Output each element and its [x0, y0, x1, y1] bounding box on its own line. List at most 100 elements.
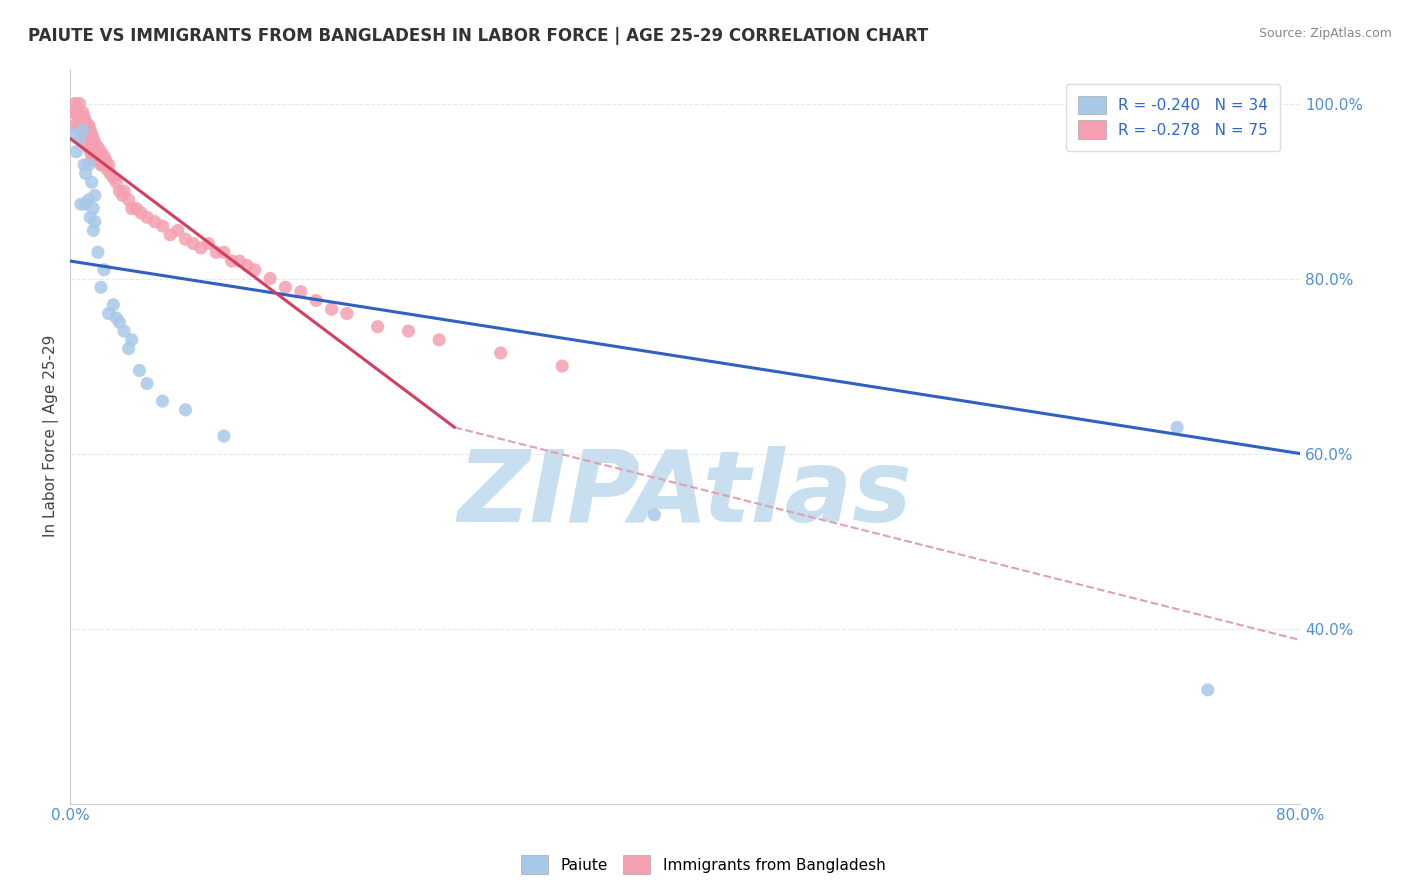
Point — [128, 363, 150, 377]
Point — [105, 310, 128, 325]
Point — [77, 140, 100, 154]
Point — [73, 110, 96, 124]
Point — [181, 236, 204, 251]
Text: ZIPAtlas: ZIPAtlas — [458, 446, 912, 543]
Point — [1197, 682, 1219, 697]
Point — [82, 131, 104, 145]
Point — [103, 298, 125, 312]
Point — [112, 324, 135, 338]
Point — [396, 324, 419, 338]
Point — [63, 119, 86, 133]
Point — [111, 188, 134, 202]
Point — [305, 293, 328, 308]
Point — [89, 149, 111, 163]
Point — [77, 119, 100, 133]
Point — [259, 271, 281, 285]
Point — [551, 359, 574, 373]
Point — [174, 402, 197, 417]
Point — [166, 223, 188, 237]
Point — [62, 105, 84, 120]
Legend: Paiute, Immigrants from Bangladesh: Paiute, Immigrants from Bangladesh — [515, 849, 891, 880]
Point — [1166, 420, 1188, 434]
Point — [63, 96, 86, 111]
Point — [66, 119, 89, 133]
Point — [97, 307, 120, 321]
Point — [643, 508, 665, 522]
Point — [97, 158, 120, 172]
Point — [83, 215, 105, 229]
Point — [77, 193, 100, 207]
Point — [94, 153, 117, 168]
Point — [321, 302, 343, 317]
Point — [212, 245, 235, 260]
Point — [93, 149, 115, 163]
Point — [136, 211, 159, 225]
Point — [90, 145, 112, 159]
Point — [90, 158, 112, 172]
Point — [69, 131, 91, 145]
Point — [80, 127, 103, 141]
Point — [136, 376, 159, 391]
Point — [105, 175, 128, 189]
Point — [82, 202, 104, 216]
Point — [83, 153, 105, 168]
Point — [73, 127, 96, 141]
Point — [108, 184, 131, 198]
Point — [70, 114, 93, 128]
Point — [112, 184, 135, 198]
Legend: R = -0.240   N = 34, R = -0.278   N = 75: R = -0.240 N = 34, R = -0.278 N = 75 — [1066, 84, 1279, 152]
Point — [93, 262, 115, 277]
Point — [69, 110, 91, 124]
Text: Source: ZipAtlas.com: Source: ZipAtlas.com — [1258, 27, 1392, 40]
Point — [274, 280, 297, 294]
Point — [70, 131, 93, 145]
Point — [143, 215, 166, 229]
Point — [79, 145, 101, 159]
Point — [83, 136, 105, 150]
Point — [75, 114, 97, 128]
Point — [129, 206, 152, 220]
Point — [427, 333, 450, 347]
Point — [290, 285, 312, 299]
Point — [117, 193, 139, 207]
Point — [367, 319, 389, 334]
Point — [91, 158, 114, 172]
Point — [87, 140, 110, 154]
Point — [77, 158, 100, 172]
Point — [72, 122, 94, 136]
Point — [152, 219, 174, 233]
Y-axis label: In Labor Force | Age 25-29: In Labor Force | Age 25-29 — [44, 334, 59, 537]
Point — [98, 167, 121, 181]
Point — [65, 105, 87, 120]
Point — [79, 122, 101, 136]
Point — [80, 149, 103, 163]
Point — [221, 254, 243, 268]
Point — [75, 197, 97, 211]
Point — [62, 127, 84, 141]
Point — [121, 333, 143, 347]
Text: PAIUTE VS IMMIGRANTS FROM BANGLADESH IN LABOR FORCE | AGE 25-29 CORRELATION CHAR: PAIUTE VS IMMIGRANTS FROM BANGLADESH IN … — [28, 27, 928, 45]
Point — [76, 119, 98, 133]
Point — [236, 259, 259, 273]
Point — [80, 175, 103, 189]
Point — [75, 136, 97, 150]
Point — [65, 145, 87, 159]
Point — [73, 158, 96, 172]
Point — [197, 236, 219, 251]
Point — [75, 167, 97, 181]
Point — [82, 223, 104, 237]
Point — [70, 197, 93, 211]
Point — [159, 227, 181, 242]
Point — [82, 149, 104, 163]
Point — [228, 254, 250, 268]
Point — [75, 122, 97, 136]
Point — [69, 96, 91, 111]
Point — [190, 241, 212, 255]
Point — [243, 262, 266, 277]
Point — [86, 145, 108, 159]
Point — [66, 110, 89, 124]
Point — [489, 346, 512, 360]
Point — [152, 394, 174, 409]
Point — [72, 122, 94, 136]
Point — [79, 211, 101, 225]
